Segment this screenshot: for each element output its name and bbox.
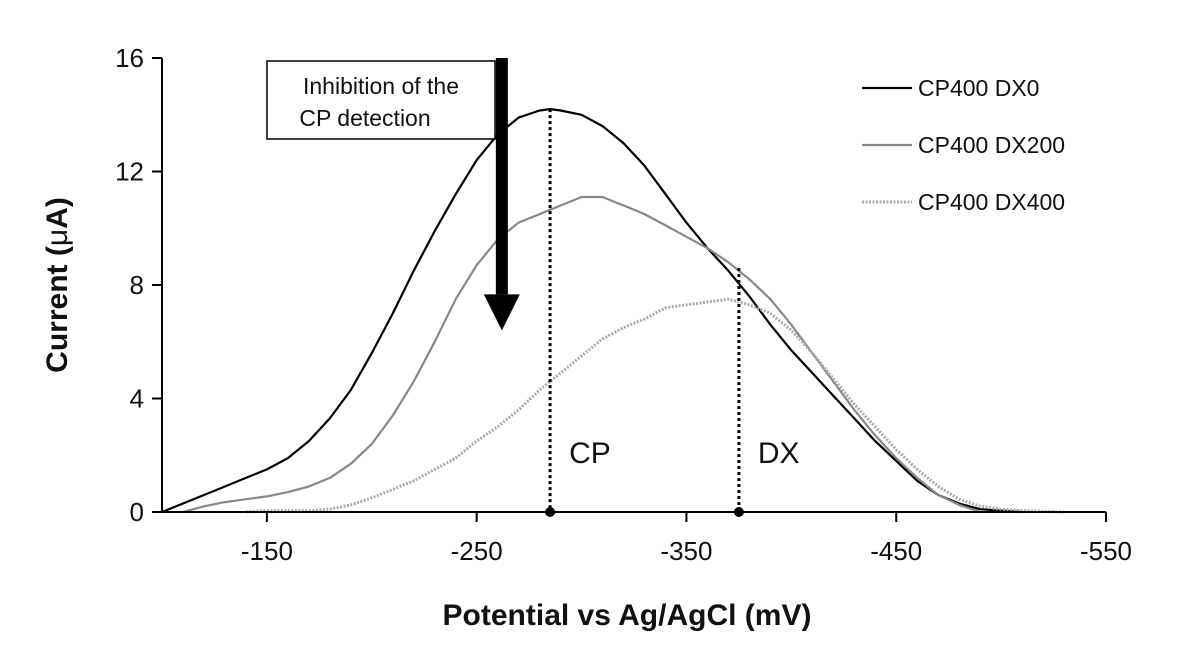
y-tick-label: 12 — [115, 157, 144, 187]
x-axis-label: Potential vs Ag/AgCl (mV) — [443, 599, 812, 632]
annotation-box-frame — [266, 60, 496, 140]
y-axis-label-suffix: A) — [41, 197, 74, 229]
y-axis-label-prefix: Current ( — [41, 246, 74, 373]
x-tick-label: -150 — [241, 536, 293, 566]
legend: CP400 DX0 CP400 DX200 CP400 DX400 — [862, 75, 1065, 215]
annotation-line-1: Inhibition of the — [303, 73, 459, 99]
series-line-2 — [182, 195, 981, 514]
legend-label-3: CP400 DX400 — [918, 189, 1065, 215]
plot-series-group — [161, 107, 1065, 514]
marker-label-cp: CP — [569, 437, 611, 470]
x-tick-label: -450 — [870, 536, 922, 566]
marker-label-dx: DX — [758, 437, 800, 470]
annotation-line-2: CP detection — [299, 105, 430, 131]
y-tick-label: 0 — [130, 497, 144, 527]
marker-group: CP DX — [545, 109, 800, 517]
x-tick-label: -250 — [451, 536, 503, 566]
tick-group: 0 4 8 12 16 -150 -250 -350 -450 -550 — [115, 43, 1132, 566]
y-tick-label: 8 — [130, 270, 144, 300]
x-tick-label: -550 — [1080, 536, 1132, 566]
y-axis-label: Current (μA) — [41, 197, 74, 373]
legend-label-2: CP400 DX200 — [918, 132, 1065, 158]
y-tick-label: 16 — [115, 43, 144, 73]
y-axis-label-mu: μ — [41, 229, 74, 246]
arrow-shaft — [495, 58, 508, 295]
series-line-3 — [245, 297, 1065, 514]
arrow-head — [483, 294, 520, 331]
down-arrow-icon — [483, 58, 520, 331]
x-tick-label: -350 — [660, 536, 712, 566]
legend-label-1: CP400 DX0 — [918, 75, 1039, 101]
inhibition-annotation: Inhibition of the CP detection — [266, 60, 496, 140]
series-line-1 — [161, 107, 1023, 514]
y-tick-label: 4 — [130, 384, 144, 414]
